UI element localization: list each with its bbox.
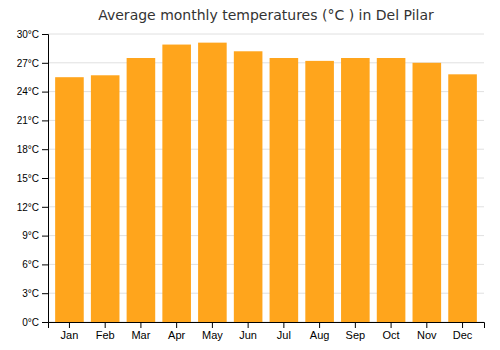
tick: 15°C xyxy=(17,173,48,184)
tick-mark xyxy=(283,322,284,328)
tick: Sep xyxy=(346,322,366,341)
tick-label: Nov xyxy=(417,329,437,341)
tick-label: 3°C xyxy=(22,288,39,299)
tick-mark xyxy=(212,322,213,328)
tick-label: 6°C xyxy=(22,259,39,270)
tick: 0°C xyxy=(22,317,48,328)
tick: Oct xyxy=(383,322,400,341)
tick-label: Jul xyxy=(277,329,291,341)
title: Average monthly temperatures (°C ) in De… xyxy=(98,7,434,23)
tick-label: 24°C xyxy=(17,86,39,97)
tick: Apr xyxy=(168,322,185,341)
tick: Nov xyxy=(417,322,437,341)
bar xyxy=(55,77,84,322)
tick-mark xyxy=(42,120,48,121)
tick-label: Oct xyxy=(383,329,400,341)
tick-label: May xyxy=(202,329,223,341)
tick: Aug xyxy=(310,322,330,341)
tick-mark xyxy=(42,207,48,208)
tick: Jun xyxy=(239,322,257,341)
axis-line xyxy=(49,323,485,329)
bar xyxy=(234,51,263,322)
bar xyxy=(377,58,406,322)
tick: Mar xyxy=(131,322,150,341)
tick-mark xyxy=(319,322,320,328)
tick: May xyxy=(202,322,223,341)
tick-label: Jun xyxy=(239,329,257,341)
tick-mark xyxy=(426,322,427,328)
tick-label: Sep xyxy=(346,329,366,341)
tick-label: Feb xyxy=(96,329,115,341)
tick: Dec xyxy=(453,322,473,341)
tick-label: Aug xyxy=(310,329,330,341)
tick-mark xyxy=(462,322,463,328)
tick-mark xyxy=(42,34,48,35)
tick-mark xyxy=(42,149,48,150)
tick-mark xyxy=(140,322,141,328)
tick-label: 21°C xyxy=(17,115,39,126)
tick-mark xyxy=(42,264,48,265)
bar xyxy=(127,58,156,322)
tick-mark xyxy=(42,236,48,237)
tick: 9°C xyxy=(22,230,48,241)
tick-mark xyxy=(176,322,177,328)
tick-mark xyxy=(391,322,392,328)
tick-label: 27°C xyxy=(17,58,39,69)
bar xyxy=(305,61,334,322)
tick-label: Apr xyxy=(168,329,185,341)
tick-label: 0°C xyxy=(22,317,39,328)
bar xyxy=(413,63,442,322)
chart: Jan Feb Mar Apr May Jun Jul Aug Sep Oct Nov Dec 0°C 3… xyxy=(0,0,500,350)
tick: Feb xyxy=(96,322,115,341)
tick: 6°C xyxy=(22,259,48,270)
grid-line xyxy=(48,34,484,35)
axis-line xyxy=(42,35,49,323)
x-axis: Jan Feb Mar Apr May Jun Jul Aug Sep Oct Nov Dec xyxy=(49,322,485,341)
bar xyxy=(91,75,120,322)
tick-mark xyxy=(42,63,48,64)
plot: Jan Feb Mar Apr May Jun Jul Aug Sep Oct Nov Dec 0°C 3… xyxy=(17,29,485,341)
tick-label: Dec xyxy=(453,329,473,341)
tick-mark xyxy=(42,293,48,294)
tick-mark xyxy=(355,322,356,328)
tick: 12°C xyxy=(17,202,48,213)
tick: 21°C xyxy=(17,115,48,126)
bar xyxy=(198,43,227,322)
tick-mark xyxy=(248,322,249,328)
tick-label: 18°C xyxy=(17,144,39,155)
tick-label: 9°C xyxy=(22,230,39,241)
tick: 24°C xyxy=(17,86,48,97)
tick-label: Mar xyxy=(131,329,150,341)
tick-mark xyxy=(69,322,70,328)
tick-label: 12°C xyxy=(17,202,39,213)
tick: 18°C xyxy=(17,144,48,155)
tick-mark xyxy=(42,178,48,179)
tick: 30°C xyxy=(17,29,48,40)
bar xyxy=(341,58,370,322)
bars xyxy=(55,43,477,322)
y-axis: 0°C 3°C 6°C 9°C 12°C 15°C 18°C 21°C 24°C 27°C 30°C xyxy=(17,29,49,328)
tick-mark xyxy=(42,92,48,93)
tick-mark xyxy=(105,322,106,328)
tick-label: 15°C xyxy=(17,173,39,184)
tick: 27°C xyxy=(17,58,48,69)
tick-mark xyxy=(42,322,48,323)
tick-label: Jan xyxy=(61,329,79,341)
tick: Jan xyxy=(61,322,79,341)
grid xyxy=(48,34,484,322)
tick: Jul xyxy=(277,322,291,341)
bar xyxy=(270,58,299,322)
bar xyxy=(448,74,477,322)
bar xyxy=(162,45,191,322)
tick: 3°C xyxy=(22,288,48,299)
tick-label: 30°C xyxy=(17,29,39,40)
